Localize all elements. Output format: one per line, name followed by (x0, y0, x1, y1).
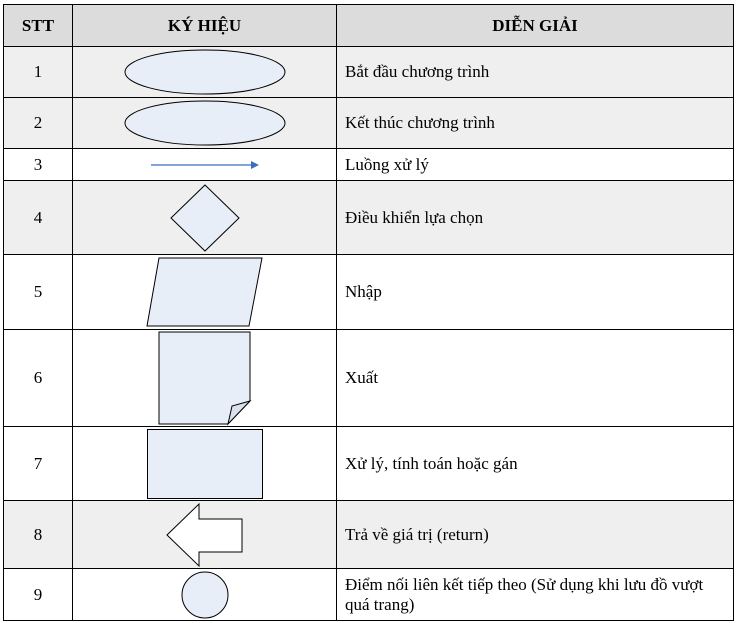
row-number: 4 (3, 180, 73, 255)
table-header-row: STT KÝ HIỆU DIỄN GIẢI (3, 4, 734, 47)
row-description: Xử lý, tính toán hoặc gán (336, 426, 734, 501)
row-description: Xuất (336, 329, 734, 427)
row-description: Bắt đầu chương trình (336, 46, 734, 98)
table-row: 2 Kết thúc chương trình (3, 97, 734, 149)
symbol-cell (72, 568, 337, 621)
header-explanation: DIỄN GIẢI (336, 4, 734, 47)
row-number: 7 (3, 426, 73, 501)
terminal-start-ellipse-icon (124, 49, 285, 95)
row-number: 1 (3, 46, 73, 98)
row-description: Điều khiển lựa chọn (336, 180, 734, 255)
decision-diamond-icon (169, 183, 240, 252)
table-row: 1 Bắt đầu chương trình (3, 46, 734, 98)
row-number: 3 (3, 148, 73, 181)
header-stt: STT (3, 4, 73, 47)
table-row: 4 Điều khiển lựa chọn (3, 180, 734, 255)
header-symbol: KÝ HIỆU (72, 4, 337, 47)
flowchart-symbol-table: STT KÝ HIỆU DIỄN GIẢI 1 Bắt đầu chương t… (3, 4, 734, 621)
input-parallelogram-icon (145, 257, 263, 327)
symbol-cell (72, 254, 337, 330)
terminal-end-ellipse-icon (124, 100, 285, 146)
row-number: 6 (3, 329, 73, 427)
symbol-cell (72, 97, 337, 149)
row-number: 5 (3, 254, 73, 330)
symbol-cell (72, 180, 337, 255)
table-row: 7 Xử lý, tính toán hoặc gán (3, 426, 734, 501)
flow-arrow-icon (150, 160, 259, 169)
table-row: 3 Luồng xử lý (3, 148, 734, 181)
symbol-cell (72, 46, 337, 98)
row-description: Luồng xử lý (336, 148, 734, 181)
process-rectangle-icon (146, 428, 263, 499)
row-description: Trả về giá trị (return) (336, 500, 734, 569)
return-arrow-icon (165, 502, 242, 567)
row-description: Điểm nối liên kết tiếp theo (Sử dụng khi… (336, 568, 734, 621)
row-description: Kết thúc chương trình (336, 97, 734, 149)
symbol-cell (72, 329, 337, 427)
row-number: 8 (3, 500, 73, 569)
symbol-cell (72, 148, 337, 181)
output-document-icon (158, 331, 252, 426)
table-row: 6 Xuất (3, 329, 734, 427)
table-row: 9 Điểm nối liên kết tiếp theo (Sử dụng k… (3, 568, 734, 621)
connector-circle-icon (181, 571, 228, 618)
row-number: 2 (3, 97, 73, 149)
symbol-cell (72, 426, 337, 501)
table-row: 8 Trả về giá trị (return) (3, 500, 734, 569)
row-number: 9 (3, 568, 73, 621)
row-description: Nhập (336, 254, 734, 330)
table-row: 5 Nhập (3, 254, 734, 330)
symbol-cell (72, 500, 337, 569)
